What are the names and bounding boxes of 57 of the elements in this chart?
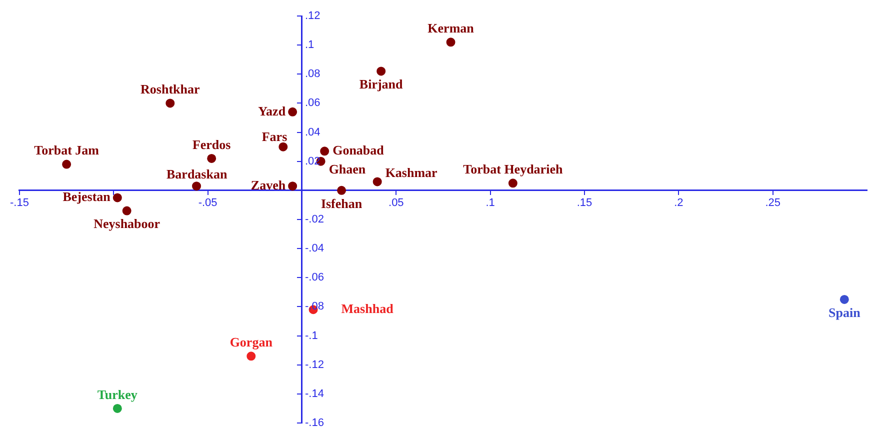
point <box>446 38 456 47</box>
y-tick-label: .08 <box>304 68 320 80</box>
series-label: Turkey <box>97 386 138 402</box>
point <box>288 182 298 191</box>
y-tick-label: -.16 <box>304 417 324 430</box>
series-label: Ferdos <box>192 136 231 152</box>
x-tick-label: -.15 <box>10 197 29 210</box>
series-label: Torbat Jam <box>34 142 100 158</box>
series-label: Gorgan <box>230 334 274 350</box>
y-tick-label: -.02 <box>304 214 324 226</box>
y-tick-label: -.06 <box>304 272 324 284</box>
series-label: Gonabad <box>332 142 385 158</box>
point <box>376 66 386 76</box>
series-label: Torbat Heydarieh <box>463 162 564 177</box>
y-tick-label: -.12 <box>304 358 324 371</box>
point <box>207 154 216 163</box>
point <box>112 404 122 413</box>
x-tick-label: .25 <box>765 197 780 210</box>
series-label: Bardaskan <box>166 166 228 182</box>
y-tick-label: .04 <box>304 126 320 138</box>
point <box>508 178 518 188</box>
series-label: Birjand <box>359 76 404 92</box>
point <box>840 294 849 304</box>
point <box>372 177 382 186</box>
series-label: Yazd <box>258 103 286 118</box>
series-label: Mashhad <box>341 300 394 316</box>
y-tick-label: .1 <box>304 39 314 52</box>
point <box>337 186 346 195</box>
series-label: Kashmar <box>385 165 438 180</box>
y-tick-label: -.14 <box>304 388 324 400</box>
point <box>166 98 175 108</box>
x-tick-label: .2 <box>674 197 684 210</box>
series-label: Bejestan <box>62 189 112 204</box>
point <box>192 182 202 191</box>
series-label: Fars <box>262 129 288 144</box>
point <box>246 352 256 361</box>
series-label: Zaveh <box>250 177 286 192</box>
series-label: Ghaen <box>328 162 366 177</box>
point <box>62 160 72 169</box>
series-label: Isfehan <box>320 196 363 211</box>
point <box>112 193 122 202</box>
point <box>320 146 330 156</box>
point <box>278 142 288 152</box>
series-label: Roshtkhar <box>140 82 200 97</box>
y-tick-label: -.04 <box>304 242 324 255</box>
series-label: Kerman <box>428 20 475 36</box>
x-tick-label: .05 <box>388 197 404 210</box>
x-tick-label: .15 <box>576 197 592 210</box>
y-tick-label: .06 <box>304 97 320 110</box>
series-label: Spain <box>828 304 862 320</box>
series-label: Neyshaboor <box>94 216 160 232</box>
y-tick-label: .12 <box>304 10 320 22</box>
x-tick-label: -.05 <box>198 197 218 210</box>
point <box>288 107 298 116</box>
x-tick-label: .1 <box>486 197 495 210</box>
y-tick-label: -.1 <box>304 330 318 342</box>
point <box>122 206 132 216</box>
